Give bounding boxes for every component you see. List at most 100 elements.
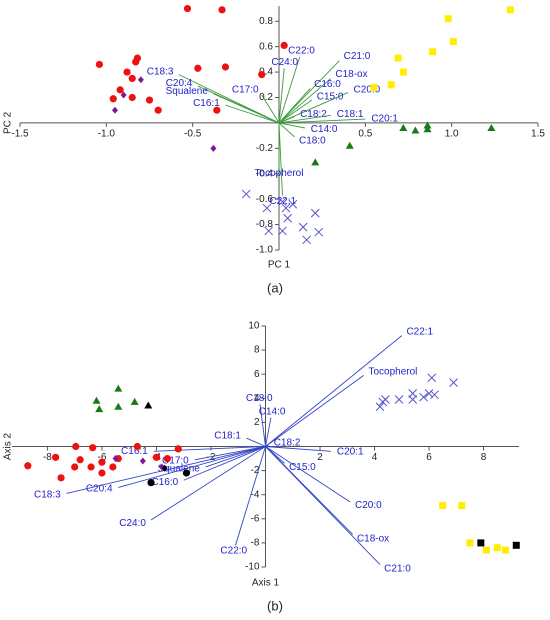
point [278,197,287,207]
point [423,125,432,133]
x-tick-label: 8 [481,452,487,463]
point [302,235,311,245]
loading-label: C16:1 [193,98,220,109]
point [399,124,408,131]
point [298,222,308,232]
loading-vector [278,118,366,124]
loading-vector [278,56,301,124]
loading-label: C18:2 [300,109,327,120]
loading-vector [265,446,351,503]
loading-label: Squalene [158,464,201,475]
loading-label: C18:3 [34,490,61,501]
loading-vector [118,446,266,488]
point [281,203,291,213]
loading-label: C17:0 [162,455,189,466]
point [76,456,84,464]
loading-label: C24:0 [119,518,146,529]
point [194,64,202,72]
loading-label: Tocopherol [255,168,304,179]
point [218,6,226,14]
x-tick-label: -2 [207,452,216,463]
loading-label: C24:0 [271,57,298,68]
point [95,405,104,413]
point [114,384,123,392]
loading-label: C14:0 [311,124,338,135]
point [278,226,287,236]
loading-vector [153,446,266,452]
point [130,397,139,405]
loading-label: C16:1 [121,446,148,457]
loading-label: C18:1 [214,430,241,441]
point [345,141,354,149]
loading-label: C15:0 [289,462,316,473]
x-tick-label: 6 [426,452,432,463]
point [506,6,514,14]
point [89,444,97,452]
point [163,454,171,463]
point [477,539,485,547]
x-tick-label: -6 [97,452,106,463]
x-tick-label: -0.5 [184,129,202,140]
point [154,106,162,114]
loading-label: Squalene [166,86,209,97]
point [427,373,437,383]
loading-vector [265,446,381,565]
point [161,464,168,472]
y-tick-label: 6 [254,369,260,380]
y-tick-label: 0.6 [259,41,273,52]
y-tick-label: 0.4 [259,67,273,78]
point [128,74,136,83]
loading-vector [261,94,280,124]
y-tick-label: 0.8 [259,16,273,27]
loading-label: C18:2 [274,438,301,449]
point [387,81,395,89]
loading-vector [278,78,332,124]
point [449,38,457,46]
y-tick-label: -2 [251,465,260,476]
loading-vector [278,88,311,124]
point [145,96,154,104]
x-axis-label: PC 1 [268,260,291,271]
point [182,469,191,477]
loading-label: C20:0 [354,85,381,96]
point [98,458,106,466]
point [424,389,434,398]
panel-caption: (a) [267,280,283,295]
loading-label: C20:1 [371,113,398,124]
loading-label: C18:1 [337,109,364,120]
loading-vector [278,116,295,124]
point [174,445,182,453]
point [487,124,496,131]
loading-vector [150,446,266,521]
point [210,144,217,152]
loading-label: C21:0 [384,564,411,575]
y-tick-label: -0.8 [256,219,274,230]
point [137,76,144,84]
loading-label: C18:0 [246,393,273,404]
y-tick-label: -1.0 [256,245,274,256]
loading-vector [183,446,266,481]
loading-label: C18:3 [147,67,174,78]
point [419,392,428,402]
point [213,106,221,114]
loading-vector [194,446,266,461]
y-tick-label: -6 [251,513,260,524]
point [152,453,161,461]
y-tick-label: -0.4 [256,168,274,179]
point [399,68,407,76]
x-tick-label: 1.0 [445,129,459,140]
loading-label: C20:4 [166,78,193,89]
point [264,226,273,236]
point [449,378,458,387]
point [258,71,266,79]
point [116,86,124,94]
point [109,463,117,471]
loading-vector [278,68,285,123]
loading-vector [265,417,272,447]
loading-vector [205,446,266,468]
loading-vector [278,99,313,124]
y-tick-label: -0.6 [256,194,274,205]
loading-vector [278,60,340,124]
point [482,546,490,554]
loading-vector [259,404,266,447]
